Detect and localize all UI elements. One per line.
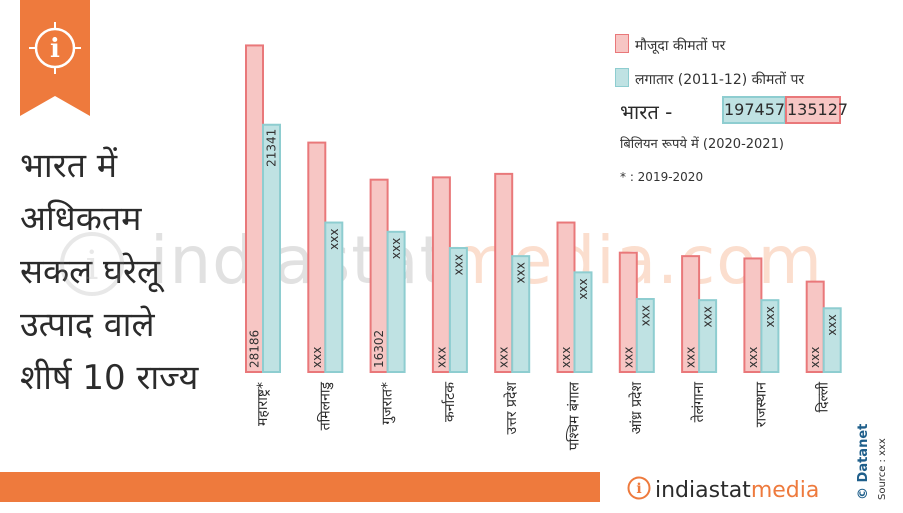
- value-label-current-8: xxx: [746, 347, 760, 368]
- title-line: शीर्ष 10 राज्य: [20, 358, 199, 398]
- bar-constant-0: [262, 123, 281, 374]
- bar-current-1: [307, 141, 327, 373]
- logo-prefix: indiastat: [655, 478, 751, 503]
- title-line: भारत में: [20, 146, 118, 186]
- category-label-9: दिल्ली: [815, 382, 832, 413]
- value-label-constant-2: xxx: [389, 238, 403, 259]
- watermark-info-icon: i: [60, 232, 124, 296]
- bar-constant-4: [511, 255, 531, 374]
- value-label-current-3: xxx: [434, 347, 448, 368]
- bar-current-0: [245, 44, 264, 373]
- value-label-constant-9: xxx: [825, 314, 839, 335]
- svg-text:i: i: [50, 34, 60, 64]
- category-label-5: पश्चिम बंगाल: [566, 381, 583, 450]
- bar-constant-6: [635, 298, 655, 373]
- category-label-2: गुजरात*: [380, 382, 396, 425]
- logo-suffix: media: [750, 478, 820, 503]
- svg-text:i: i: [86, 243, 99, 289]
- bar-constant-3: [448, 247, 468, 373]
- bar-current-4: [494, 172, 514, 373]
- category-label-4: उत्तर प्रदेश: [503, 382, 520, 435]
- legend-item-constant: लगातार (2011-12) कीमतों पर: [615, 68, 804, 89]
- bar-constant-7: [698, 299, 718, 374]
- category-label-8: राजस्थान: [753, 382, 769, 427]
- title-line: उत्पाद वाले: [20, 305, 155, 345]
- value-label-constant-3: xxx: [451, 254, 465, 275]
- page-title: भारत में अधिकतम सकल घरेलू उत्पाद वाले शी…: [20, 140, 230, 405]
- logo-info-icon: i: [627, 476, 651, 500]
- legend-swatch-current: [615, 34, 629, 53]
- value-label-constant-4: xxx: [514, 262, 528, 283]
- value-label-constant-0: 21341: [265, 129, 279, 167]
- category-label-0: महाराष्ट्र*: [255, 382, 271, 426]
- value-label-current-7: xxx: [684, 347, 698, 368]
- logo-text: indiastatmedia: [655, 478, 819, 503]
- value-label-current-6: xxx: [621, 347, 635, 368]
- value-label-current-1: xxx: [310, 347, 324, 368]
- title-line: सकल घरेलू: [20, 252, 161, 292]
- value-label-constant-5: xxx: [576, 278, 590, 299]
- bar-constant-9: [822, 307, 842, 373]
- legend-item-current: मौजूदा कीमतों पर: [615, 34, 725, 55]
- india-label: भारत -: [620, 100, 673, 124]
- bar-constant-2: [386, 230, 406, 373]
- legend-swatch-constant: [615, 68, 629, 87]
- category-label-7: तेलंगाना: [690, 382, 707, 423]
- value-label-current-4: xxx: [497, 347, 511, 368]
- datanet-credit: © Datanet: [856, 423, 871, 500]
- value-label-constant-7: xxx: [701, 306, 715, 327]
- title-line: अधिकतम: [20, 199, 142, 239]
- india-current-value: 135127: [785, 96, 848, 124]
- category-label-1: तमिलनाडु: [316, 381, 333, 430]
- bar-current-3: [431, 176, 451, 373]
- value-label-constant-6: xxx: [638, 305, 652, 326]
- legend-label-constant: लगातार (2011-12) कीमतों पर: [635, 72, 805, 88]
- value-label-constant-1: xxx: [327, 229, 341, 250]
- footnote: * : 2019-2020: [620, 170, 704, 184]
- info-badge: i: [20, 0, 90, 116]
- value-label-current-0: 28186: [248, 330, 262, 368]
- legend-label-current: मौजूदा कीमतों पर: [635, 38, 726, 54]
- india-constant-value: 197457: [722, 96, 786, 124]
- value-label-constant-8: xxx: [763, 306, 777, 327]
- svg-text:i: i: [636, 481, 641, 497]
- value-label-current-9: xxx: [808, 347, 822, 368]
- category-label-6: आंध्र प्रदेश: [628, 382, 645, 435]
- source-note: Source : xxx: [877, 438, 888, 500]
- value-label-current-2: 16302: [372, 330, 386, 368]
- units-note: बिलियन रूपये में (2020-2021): [620, 137, 784, 152]
- category-label-3: कर्नाटक: [441, 382, 458, 422]
- bar-constant-8: [760, 299, 780, 374]
- value-label-current-5: xxx: [559, 347, 573, 368]
- bar-constant-5: [573, 271, 593, 373]
- bottom-band: [0, 472, 600, 502]
- bar-constant-1: [324, 221, 344, 373]
